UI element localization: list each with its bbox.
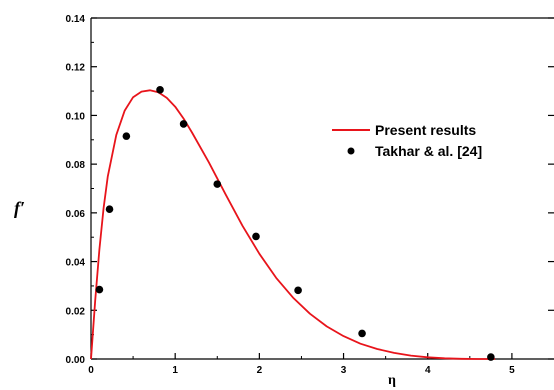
y-tick-label: 0.12 xyxy=(66,63,86,74)
data-point-takhar xyxy=(252,232,260,241)
data-point-takhar xyxy=(179,120,188,128)
data-point-takhar xyxy=(95,285,104,294)
axis-ticks xyxy=(90,17,554,360)
data-point-takhar xyxy=(487,353,495,361)
data-marks xyxy=(90,86,496,361)
plot-area xyxy=(91,18,554,359)
legend-label-present-results: Present results xyxy=(375,122,476,138)
y-tick-label: 0.08 xyxy=(66,160,86,171)
legend-label-takhar: Takhar & al. [24] xyxy=(375,143,482,159)
y-tick-label: 0.04 xyxy=(66,258,86,269)
y-tick-label: 0.10 xyxy=(66,111,86,122)
legend-swatch-takhar xyxy=(347,147,355,155)
legend: Present results Takhar & al. [24] xyxy=(332,122,482,159)
data-point-takhar xyxy=(213,180,222,188)
data-point-takhar xyxy=(156,86,164,94)
y-tick-label: 0.14 xyxy=(66,14,86,25)
tick-labels: 0 1 2 3 4 5 0.00 0.02 0.04 0.06 0.08 0.10 0.12 0.14 xyxy=(66,14,516,376)
x-tick-label: 2 xyxy=(257,365,263,376)
data-point-takhar xyxy=(358,329,366,338)
x-tick-label: 0 xyxy=(88,365,94,376)
data-point-takhar xyxy=(105,205,114,214)
x-tick-label: 4 xyxy=(425,365,431,376)
y-tick-label: 0.00 xyxy=(66,355,86,366)
x-tick-label: 3 xyxy=(341,365,347,376)
y-tick-label: 0.02 xyxy=(66,306,86,317)
data-point-takhar xyxy=(122,132,131,140)
y-tick-label: 0.06 xyxy=(66,209,86,220)
x-tick-label: 5 xyxy=(509,365,515,376)
x-axis-title: η xyxy=(388,373,396,388)
x-tick-label: 1 xyxy=(172,365,178,376)
y-axis-title: f′ xyxy=(14,198,25,218)
series-line-present-results xyxy=(90,89,496,360)
data-point-takhar xyxy=(294,286,302,295)
